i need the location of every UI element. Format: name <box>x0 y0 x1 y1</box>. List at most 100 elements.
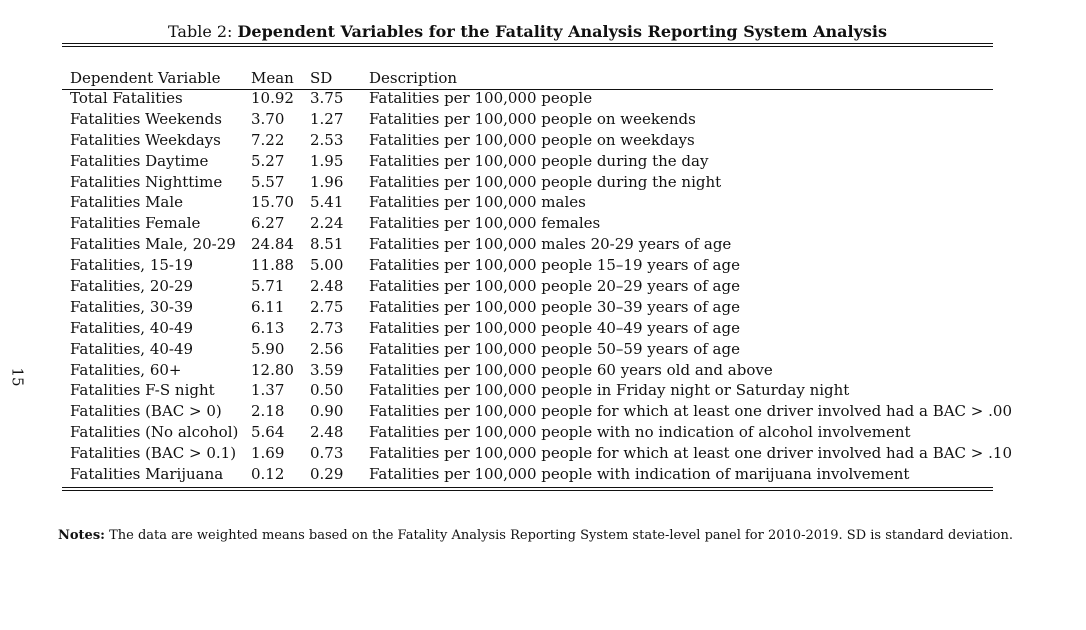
cell-sd: 0.73 <box>310 444 344 463</box>
cell-sd: 2.73 <box>310 318 344 337</box>
cell-dependent-variable: Fatalities Weekdays <box>70 130 221 149</box>
cell-dependent-variable: Fatalities, 15-19 <box>70 256 194 275</box>
bottom-rule-outer <box>62 490 993 491</box>
table-row: Fatalities, 15-19 11.88 5.00 Fatalities per… <box>62 255 993 276</box>
cell-mean: 0.12 <box>251 465 285 484</box>
cell-sd: 8.51 <box>310 235 344 254</box>
table-row: Fatalities Nighttime 5.57 1.96 Fatalities p… <box>62 172 993 193</box>
cell-description: Fatalities per 100,000 people on weekday… <box>369 130 695 149</box>
cell-mean: 6.13 <box>251 318 285 337</box>
cell-dependent-variable: Fatalities (BAC > 0) <box>70 402 222 421</box>
column-header-description: Description <box>369 69 458 87</box>
cell-mean: 1.69 <box>251 444 285 463</box>
cell-description: Fatalities per 100,000 people in Friday … <box>369 381 850 400</box>
top-rule-outer <box>62 43 993 44</box>
cell-mean: 15.70 <box>251 193 294 212</box>
cell-mean: 11.88 <box>251 256 294 275</box>
cell-mean: 5.57 <box>251 172 285 191</box>
cell-dependent-variable: Fatalities, 40-49 <box>70 318 194 337</box>
notes-label: Notes: <box>58 528 105 543</box>
table-caption-label: Table 2: <box>167 22 238 41</box>
column-header-sd: SD <box>310 69 333 87</box>
cell-dependent-variable: Total Fatalities <box>70 89 183 107</box>
cell-sd: 3.75 <box>310 89 344 107</box>
cell-mean: 24.84 <box>251 235 294 254</box>
table-row: Fatalities, 30-39 6.11 2.75 Fatalities per … <box>62 297 993 318</box>
table-row: Fatalities F-S night 1.37 0.50 Fatalities p… <box>62 380 993 401</box>
cell-description: Fatalities per 100,000 people on weekend… <box>369 109 696 128</box>
cell-mean: 5.64 <box>251 423 285 442</box>
table-row: Fatalities Male, 20-29 24.84 8.51 Fatalitie… <box>62 234 993 255</box>
cell-dependent-variable: Fatalities, 30-39 <box>70 297 194 316</box>
cell-sd: 0.50 <box>310 381 344 400</box>
cell-sd: 2.48 <box>310 423 344 442</box>
cell-description: Fatalities per 100,000 females <box>369 214 601 233</box>
cell-dependent-variable: Fatalities Daytime <box>70 151 209 170</box>
table-body: Total Fatalities 10.92 3.75 Fatalities per … <box>62 88 1012 485</box>
cell-description: Fatalities per 100,000 people 50–59 year… <box>369 339 740 358</box>
cell-description: Fatalities per 100,000 people 60 years o… <box>369 360 773 379</box>
cell-mean: 2.18 <box>251 402 285 421</box>
cell-mean: 1.37 <box>251 381 285 400</box>
cell-description: Fatalities per 100,000 people 40–49 year… <box>369 318 740 337</box>
cell-dependent-variable: Fatalities, 40-49 <box>70 339 194 358</box>
table-header-row: Dependent Variable Mean SD Description <box>62 68 993 88</box>
cell-description: Fatalities per 100,000 people for which … <box>369 444 1012 463</box>
cell-sd: 0.29 <box>310 465 344 484</box>
cell-mean: 5.71 <box>251 277 285 296</box>
cell-mean: 5.27 <box>251 151 285 170</box>
table-notes: Notes: The data are weighted means based… <box>58 528 1013 543</box>
cell-description: Fatalities per 100,000 people during the… <box>369 172 722 191</box>
table-row: Fatalities Marijuana 0.12 0.29 Fatalities p… <box>62 464 993 485</box>
bottom-rule-inner <box>62 487 993 488</box>
cell-mean: 7.22 <box>251 130 285 149</box>
cell-sd: 5.41 <box>310 193 344 212</box>
cell-description: Fatalities per 100,000 males 20-29 years… <box>369 235 732 254</box>
cell-description: Fatalities per 100,000 people 30–39 year… <box>369 297 740 316</box>
cell-description: Fatalities per 100,000 people 15–19 year… <box>369 256 740 275</box>
top-rule-inner <box>62 46 993 47</box>
cell-dependent-variable: Fatalities Male, 20-29 <box>70 235 236 254</box>
table-row: Fatalities (BAC > 0) 2.18 0.90 Fatalities p… <box>62 401 1012 422</box>
cell-description: Fatalities per 100,000 people 20–29 year… <box>369 277 740 296</box>
cell-sd: 2.56 <box>310 339 344 358</box>
cell-dependent-variable: Fatalities Female <box>70 214 201 233</box>
page-number: 15 <box>8 367 27 387</box>
cell-sd: 1.27 <box>310 109 344 128</box>
table-row: Fatalities, 60+ 12.80 3.59 Fatalities per 1… <box>62 360 993 381</box>
cell-mean: 10.92 <box>251 89 294 107</box>
table-row: Fatalities Male 15.70 5.41 Fatalities per 1… <box>62 192 993 213</box>
cell-dependent-variable: Fatalities Nighttime <box>70 172 223 191</box>
cell-dependent-variable: Fatalities Weekends <box>70 109 222 128</box>
table-row: Fatalities, 40-49 5.90 2.56 Fatalities per … <box>62 339 993 360</box>
table-row: Fatalities (BAC > 0.1) 1.69 0.73 Fatalities… <box>62 443 1012 464</box>
cell-dependent-variable: Fatalities, 60+ <box>70 360 182 379</box>
notes-text: The data are weighted means based on the… <box>104 528 1013 543</box>
table-row: Total Fatalities 10.92 3.75 Fatalities per … <box>62 88 993 109</box>
table-row: Fatalities (No alcohol) 5.64 2.48 Fatalitie… <box>62 422 993 443</box>
table-caption: Table 2: Dependent Variables for the Fat… <box>62 22 993 41</box>
cell-description: Fatalities per 100,000 people for which … <box>369 402 1012 421</box>
cell-mean: 12.80 <box>251 360 294 379</box>
cell-sd: 1.95 <box>310 151 344 170</box>
cell-description: Fatalities per 100,000 people during the… <box>369 151 709 170</box>
cell-mean: 3.70 <box>251 109 285 128</box>
table-row: Fatalities, 40-49 6.13 2.73 Fatalities per … <box>62 318 993 339</box>
cell-sd: 0.90 <box>310 402 344 421</box>
cell-description: Fatalities per 100,000 people <box>369 89 593 107</box>
cell-mean: 5.90 <box>251 339 285 358</box>
cell-description: Fatalities per 100,000 males <box>369 193 586 212</box>
table-row: Fatalities Weekdays 7.22 2.53 Fatalities pe… <box>62 130 993 151</box>
table-row: Fatalities Daytime 5.27 1.95 Fatalities per… <box>62 151 993 172</box>
cell-dependent-variable: Fatalities F-S night <box>70 381 215 400</box>
cell-sd: 5.00 <box>310 256 344 275</box>
cell-sd: 2.53 <box>310 130 344 149</box>
table-row: Fatalities, 20-29 5.71 2.48 Fatalities per … <box>62 276 993 297</box>
table-row: Fatalities Female 6.27 2.24 Fatalities per … <box>62 213 993 234</box>
header-rule <box>62 89 993 90</box>
cell-dependent-variable: Fatalities (BAC > 0.1) <box>70 444 237 463</box>
table-caption-title: Dependent Variables for the Fatality Ana… <box>237 22 887 41</box>
cell-description: Fatalities per 100,000 people with indic… <box>369 465 910 484</box>
cell-sd: 1.96 <box>310 172 344 191</box>
cell-sd: 2.24 <box>310 214 344 233</box>
